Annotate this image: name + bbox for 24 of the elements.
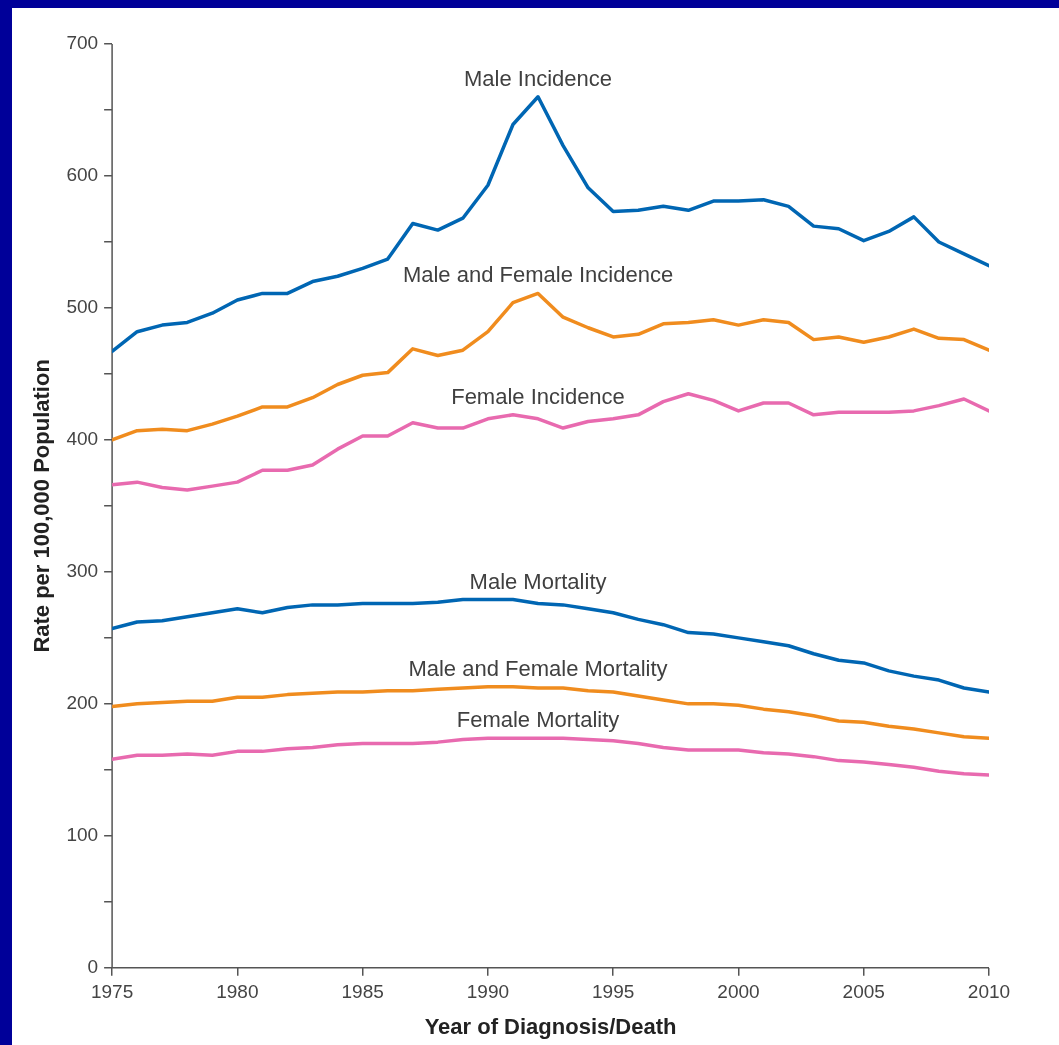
y-tick-label: 700 — [66, 32, 99, 54]
series-label: Male and Female Incidence — [402, 262, 674, 288]
series-label: Female Incidence — [451, 383, 625, 409]
x-tick-label: 2005 — [842, 981, 885, 1003]
y-tick-label: 500 — [66, 296, 99, 318]
series-label: Male Mortality — [469, 568, 607, 594]
x-tick-label: 1995 — [592, 981, 635, 1003]
series-label: Male Incidence — [464, 65, 613, 91]
y-axis-title: Rate per 100,000 Population — [29, 359, 55, 653]
x-tick-label: 1985 — [341, 981, 384, 1003]
y-tick-label: 100 — [66, 824, 99, 846]
y-tick-label: 0 — [87, 956, 99, 978]
x-tick-label: 1980 — [216, 981, 259, 1003]
y-tick-label: 200 — [66, 692, 99, 714]
series-label: Female Mortality — [456, 707, 620, 733]
x-tick-label: 1990 — [466, 981, 510, 1003]
x-tick-label: 2010 — [967, 981, 1011, 1003]
y-tick-label: 400 — [66, 428, 99, 450]
x-tick-label: 1975 — [90, 981, 134, 1003]
y-tick-label: 300 — [66, 560, 99, 582]
x-tick-label: 2000 — [717, 981, 760, 1003]
series-label: Male and Female Mortality — [408, 655, 668, 681]
x-axis-title: Year of Diagnosis/Death — [424, 1013, 677, 1039]
y-tick-label: 600 — [66, 164, 99, 186]
